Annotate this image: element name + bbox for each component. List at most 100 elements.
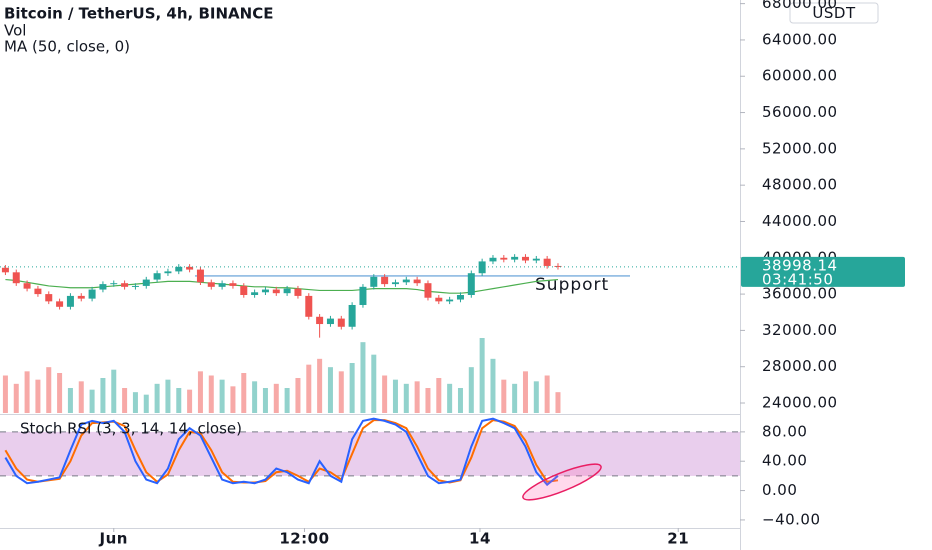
volume-bar bbox=[327, 367, 333, 413]
candle-body bbox=[77, 295, 85, 299]
candle-body bbox=[88, 289, 96, 299]
volume-bar bbox=[490, 358, 496, 413]
volume-bar bbox=[24, 371, 30, 413]
y-tick-label: 64000.00 bbox=[762, 30, 838, 48]
plot-area: Support bbox=[0, 254, 740, 487]
volume-bar bbox=[479, 338, 485, 413]
candle-body bbox=[66, 295, 74, 307]
candle-body bbox=[110, 283, 118, 285]
volume-bar bbox=[219, 379, 225, 413]
candle-body bbox=[326, 318, 334, 325]
candle-body bbox=[500, 257, 508, 260]
y-tick-label: 28000.00 bbox=[762, 357, 838, 375]
volume-bar bbox=[35, 379, 41, 413]
candle-body bbox=[316, 316, 324, 325]
candle-body bbox=[283, 288, 291, 294]
candle-body bbox=[391, 282, 399, 285]
candle-body bbox=[413, 279, 421, 284]
candle-body bbox=[186, 266, 194, 270]
volume-bar bbox=[371, 354, 377, 413]
candle-body bbox=[337, 318, 345, 327]
volume-bar bbox=[252, 381, 258, 413]
volume-bar bbox=[2, 375, 8, 413]
volume-bar bbox=[544, 375, 550, 413]
volume-bar bbox=[468, 367, 474, 413]
candle-body bbox=[478, 261, 486, 274]
y-tick-label: 36000.00 bbox=[762, 285, 838, 303]
candle-body bbox=[543, 258, 551, 266]
y-tick-label: 80.00 bbox=[762, 422, 807, 440]
volume-bar bbox=[436, 378, 442, 413]
volume-bar bbox=[360, 342, 366, 413]
volume-bar bbox=[457, 388, 463, 413]
stoch-title: Stoch RSI (3, 3, 14, 14, close) bbox=[20, 420, 242, 438]
candle-body bbox=[381, 276, 389, 285]
y-tick-label: 24000.00 bbox=[762, 394, 838, 412]
ma-line bbox=[5, 278, 559, 294]
y-tick-label: 32000.00 bbox=[762, 321, 838, 339]
volume-bar bbox=[122, 388, 128, 413]
x-tick-label: 21 bbox=[667, 530, 689, 548]
y-tick-label: 60000.00 bbox=[762, 67, 838, 85]
y-tick-label: 56000.00 bbox=[762, 103, 838, 121]
last-price-box bbox=[741, 256, 905, 287]
candle-body bbox=[489, 257, 497, 262]
candle-body bbox=[532, 258, 540, 261]
x-tick-label: Jun bbox=[99, 530, 128, 548]
candle-body bbox=[402, 279, 410, 283]
y-tick-label: −40.00 bbox=[762, 510, 821, 528]
volume-bar bbox=[46, 367, 52, 413]
candle-body bbox=[218, 283, 226, 287]
stoch-band bbox=[0, 431, 740, 476]
volume-bar bbox=[176, 388, 182, 413]
volume-bar bbox=[555, 392, 561, 413]
currency-label[interactable]: USDT bbox=[812, 4, 856, 22]
volume-bar bbox=[306, 364, 312, 413]
candle-body bbox=[511, 256, 519, 260]
support-label: Support bbox=[535, 275, 609, 295]
candle-body bbox=[131, 285, 139, 287]
volume-bar bbox=[414, 381, 420, 413]
currency-button[interactable] bbox=[789, 2, 879, 24]
candle-body bbox=[153, 273, 161, 280]
candle-body bbox=[359, 286, 367, 305]
candle-body bbox=[99, 284, 107, 290]
x-tick-label: 14 bbox=[469, 530, 491, 548]
volume-bar bbox=[501, 379, 507, 413]
last-price-label: 38998.14 bbox=[762, 256, 838, 274]
candle-body bbox=[521, 256, 529, 261]
candle-body bbox=[164, 271, 172, 274]
candle-body bbox=[305, 295, 313, 317]
volume-bar bbox=[143, 394, 149, 413]
volume-bar bbox=[295, 378, 301, 413]
y-tick-label: 40.00 bbox=[762, 452, 807, 470]
candle-body bbox=[424, 283, 432, 298]
volume-bar bbox=[522, 371, 528, 413]
candle-body bbox=[121, 283, 129, 287]
candle-body bbox=[272, 289, 280, 294]
volume-bar bbox=[111, 369, 117, 413]
volume-bar bbox=[392, 379, 398, 413]
volume-bar bbox=[241, 373, 247, 413]
volume-bar bbox=[100, 378, 106, 413]
stoch-line bbox=[4, 417, 559, 487]
y-tick-label: 48000.00 bbox=[762, 176, 838, 194]
candle-body bbox=[240, 285, 248, 295]
volume-bar bbox=[89, 389, 95, 413]
volume-bar bbox=[187, 389, 193, 413]
volume-bar bbox=[57, 373, 63, 413]
y-tick-label: 0.00 bbox=[762, 481, 797, 499]
volume-bar bbox=[512, 383, 518, 413]
candle-body bbox=[175, 266, 183, 272]
ma-legend: MA (50, close, 0) bbox=[4, 38, 130, 56]
candle-body bbox=[23, 283, 31, 289]
highlight-ellipse bbox=[522, 463, 602, 501]
candle-body bbox=[142, 279, 150, 286]
candle-body bbox=[294, 288, 302, 296]
candle-body bbox=[554, 265, 562, 267]
volume-bar bbox=[425, 388, 431, 413]
volume-bar bbox=[78, 381, 84, 413]
candle-body bbox=[45, 294, 53, 302]
candle-body bbox=[261, 289, 269, 293]
